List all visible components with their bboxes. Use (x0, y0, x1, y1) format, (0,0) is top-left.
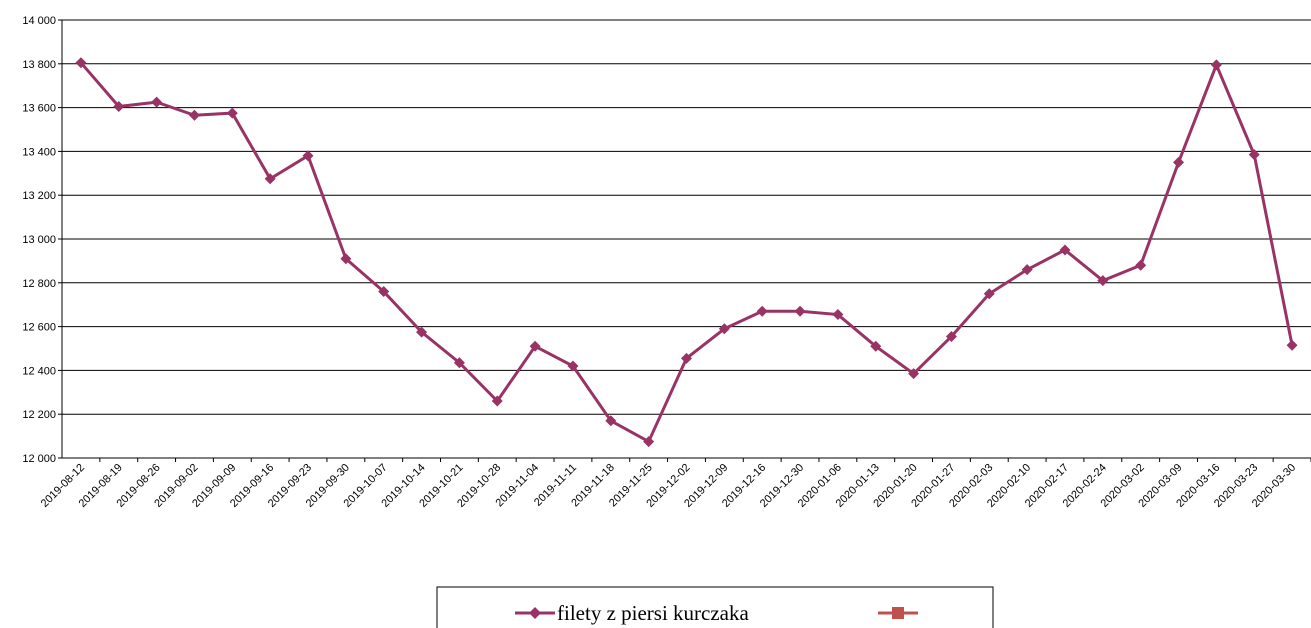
point (1173, 156, 1185, 168)
legend-marker (529, 607, 541, 619)
point (302, 150, 314, 162)
y-tick-label: 12 600 (22, 322, 56, 334)
y-tick-label: 13 400 (22, 146, 56, 158)
point (188, 109, 200, 121)
point (1210, 59, 1222, 71)
y-tick-label: 12 000 (22, 453, 56, 465)
y-tick-label: 13 000 (22, 234, 56, 246)
y-tick-label: 12 800 (22, 278, 56, 290)
y-tick-label: 13 600 (22, 103, 56, 115)
point (605, 415, 617, 427)
legend-marker (892, 607, 904, 619)
point (378, 286, 390, 298)
point (226, 107, 238, 119)
y-tick-label: 12 400 (22, 365, 56, 377)
point (794, 305, 806, 317)
point (681, 352, 692, 364)
point (756, 305, 768, 317)
point (643, 436, 655, 448)
point (453, 357, 465, 369)
point (983, 288, 995, 300)
point (945, 330, 957, 342)
point (340, 253, 352, 265)
point (75, 57, 87, 69)
point (1248, 149, 1260, 161)
point (908, 368, 920, 380)
point (1286, 339, 1298, 351)
point (832, 309, 844, 321)
point (1059, 244, 1071, 256)
point (1097, 275, 1109, 287)
y-tick-label: 13 200 (22, 190, 56, 202)
point (718, 323, 730, 335)
legend-label: filety z piersi kurczaka (557, 601, 749, 625)
series-line (79, 60, 1294, 444)
y-tick-label: 12 200 (22, 409, 56, 421)
point (529, 340, 541, 352)
point (1021, 264, 1033, 276)
y-tick-label: 13 800 (22, 59, 56, 71)
y-tick-label: 14 000 (22, 15, 56, 27)
point (567, 360, 579, 372)
point (113, 101, 125, 113)
point (264, 173, 276, 185)
point (1135, 259, 1147, 271)
point (151, 96, 163, 108)
point (870, 340, 882, 352)
point (416, 326, 428, 338)
point (491, 395, 503, 407)
